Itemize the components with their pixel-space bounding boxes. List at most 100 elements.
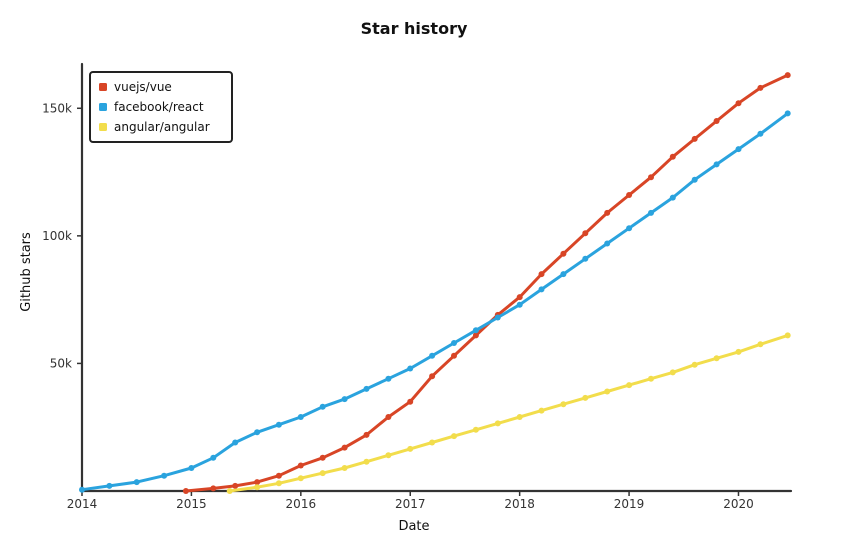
x-axis-label: Date	[398, 519, 429, 534]
data-point	[254, 479, 261, 486]
data-point	[669, 369, 676, 376]
data-point	[319, 454, 326, 461]
data-point	[626, 192, 633, 198]
data-point	[385, 375, 392, 382]
data-point	[363, 431, 370, 438]
data-point	[516, 294, 523, 301]
data-point	[472, 332, 479, 339]
data-point	[133, 479, 140, 486]
data-point	[385, 414, 392, 420]
data-point	[784, 72, 791, 79]
data-point	[691, 135, 698, 142]
y-axis-label: Github stars	[19, 232, 34, 312]
data-point	[735, 100, 742, 107]
x-tick-label: 2015	[176, 497, 207, 511]
data-point	[757, 341, 764, 348]
data-point	[363, 385, 370, 392]
data-point	[494, 420, 501, 427]
data-point	[648, 375, 654, 382]
data-point	[713, 355, 720, 362]
legend-label: vuejs/vue	[114, 80, 172, 94]
data-point	[560, 250, 567, 257]
x-tick-label: 2014	[67, 497, 98, 511]
data-point	[669, 194, 676, 201]
x-tick-label: 2016	[286, 497, 317, 511]
data-point	[210, 454, 217, 461]
data-point	[784, 332, 791, 339]
legend-label: facebook/react	[114, 100, 204, 114]
data-point	[757, 84, 764, 91]
data-point	[341, 396, 348, 403]
data-point	[560, 271, 567, 278]
data-point	[319, 403, 326, 410]
series-layer	[79, 72, 791, 494]
data-point	[582, 255, 589, 262]
data-point	[226, 488, 233, 494]
data-point	[407, 365, 414, 372]
series-vuejs-vue	[182, 72, 791, 494]
data-point	[385, 452, 392, 459]
data-point	[560, 401, 567, 408]
series-angular-angular	[226, 332, 791, 494]
legend-swatch	[99, 103, 107, 111]
series-facebook-react	[79, 110, 791, 493]
legend-box	[89, 71, 233, 143]
data-point	[210, 485, 217, 492]
data-point	[254, 429, 261, 436]
y-tick-label: 100k	[42, 229, 72, 243]
data-point	[451, 340, 457, 346]
data-point	[691, 361, 698, 368]
data-point	[188, 465, 195, 471]
data-point	[297, 462, 304, 469]
legend-swatch	[99, 123, 107, 131]
data-point	[713, 118, 720, 124]
data-point	[735, 348, 742, 355]
data-point	[341, 465, 348, 471]
data-point	[691, 176, 698, 183]
data-point	[407, 398, 414, 405]
data-point	[363, 458, 370, 465]
data-point	[429, 352, 436, 359]
data-point	[275, 421, 282, 428]
data-point	[232, 439, 239, 446]
y-tick-label: 50k	[50, 356, 72, 370]
series-line	[228, 333, 790, 493]
data-point	[538, 407, 545, 414]
data-point	[79, 486, 85, 493]
data-point	[429, 373, 436, 380]
data-point	[297, 475, 304, 482]
legend: vuejs/vue facebook/react angular/angular	[89, 71, 233, 143]
data-point	[451, 433, 457, 440]
data-point	[648, 174, 654, 181]
data-point	[494, 314, 501, 321]
data-point	[757, 130, 764, 137]
data-point	[451, 352, 457, 359]
x-tick-label: 2020	[723, 497, 754, 511]
data-point	[275, 472, 282, 479]
data-point	[516, 301, 523, 308]
legend-label: angular/angular	[114, 120, 210, 134]
x-tick-label: 2017	[395, 497, 426, 511]
legend-swatch	[99, 83, 107, 91]
data-point	[713, 161, 720, 168]
data-point	[275, 480, 282, 487]
data-point	[538, 286, 545, 293]
data-point	[472, 426, 479, 433]
data-point	[582, 230, 589, 237]
data-point	[341, 444, 348, 451]
data-point	[604, 240, 611, 247]
data-point	[626, 225, 633, 232]
data-point	[182, 488, 189, 494]
data-point	[297, 414, 304, 420]
chart-title: Star history	[361, 19, 468, 38]
data-point	[254, 484, 261, 491]
data-point	[319, 470, 326, 477]
data-point	[161, 472, 168, 479]
series-line	[184, 73, 790, 493]
data-point	[648, 209, 654, 216]
data-point	[604, 209, 611, 216]
x-tick-label: 2018	[504, 497, 535, 511]
data-point	[669, 153, 676, 160]
